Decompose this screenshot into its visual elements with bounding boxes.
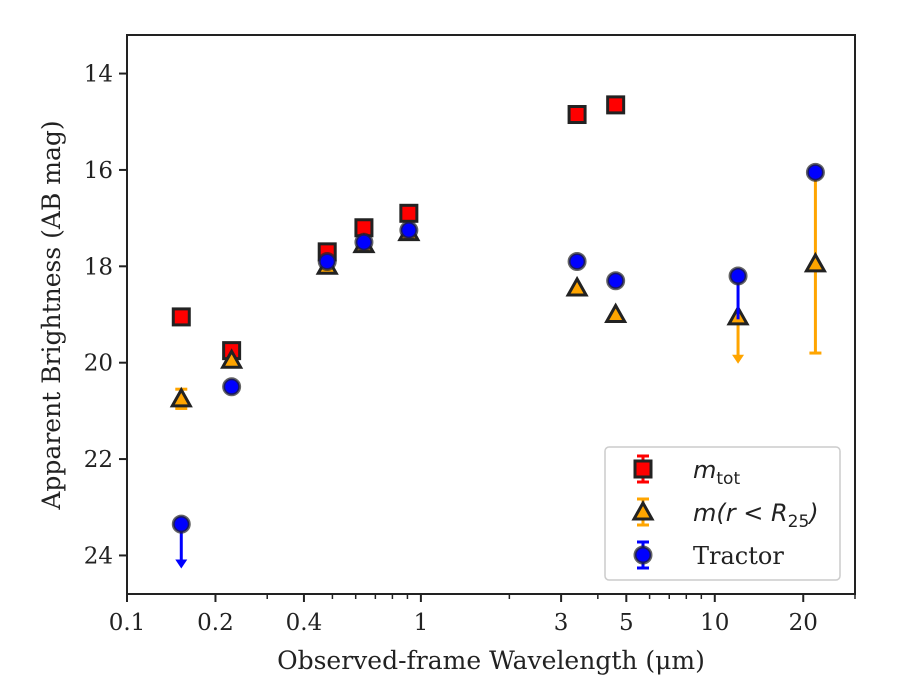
x-tick-label: 0.4 <box>286 610 323 636</box>
legend-label: Tractor <box>693 542 784 570</box>
legend: mtot m(r < R25) Tractor <box>604 446 841 581</box>
legend-marker-circle <box>633 545 653 565</box>
y-tick-label: 16 <box>84 158 113 184</box>
legend-box <box>604 446 841 581</box>
y-tick-label: 24 <box>84 543 113 569</box>
x-tick-label: 5 <box>619 610 634 636</box>
series-Tractor <box>171 162 825 569</box>
x-tick-label: 20 <box>789 610 818 636</box>
y-tick-label: 22 <box>84 447 113 473</box>
x-axis-title: Observed-frame Wavelength (μm) <box>277 646 705 675</box>
x-tick-label: 10 <box>700 610 729 636</box>
x-tick-label: 0.2 <box>197 610 234 636</box>
legend-marker-triangle <box>631 499 655 521</box>
upper-limit-arrow-head <box>732 354 745 364</box>
legend-label: m(r < R25) <box>693 499 819 532</box>
legend-marker-square <box>633 459 653 479</box>
legend-label: mtot <box>693 456 740 489</box>
x-axis: 0.1 0.2 0.4 1 3 5 10 20 <box>109 594 856 636</box>
upper-limit-arrow-head <box>175 559 188 569</box>
y-axis: 14 16 18 20 22 24 <box>84 62 127 569</box>
x-tick-label: 1 <box>414 610 429 636</box>
y-axis-title: Apparent Brightness (AB mag) <box>37 120 66 510</box>
plot-frame <box>126 34 856 595</box>
y-tick-label: 14 <box>84 62 113 88</box>
y-tick-label: 20 <box>84 351 113 377</box>
x-tick-label: 3 <box>554 610 569 636</box>
y-tick-label: 18 <box>84 254 113 280</box>
data-marks <box>169 95 827 569</box>
x-tick-label: 0.1 <box>109 610 146 636</box>
